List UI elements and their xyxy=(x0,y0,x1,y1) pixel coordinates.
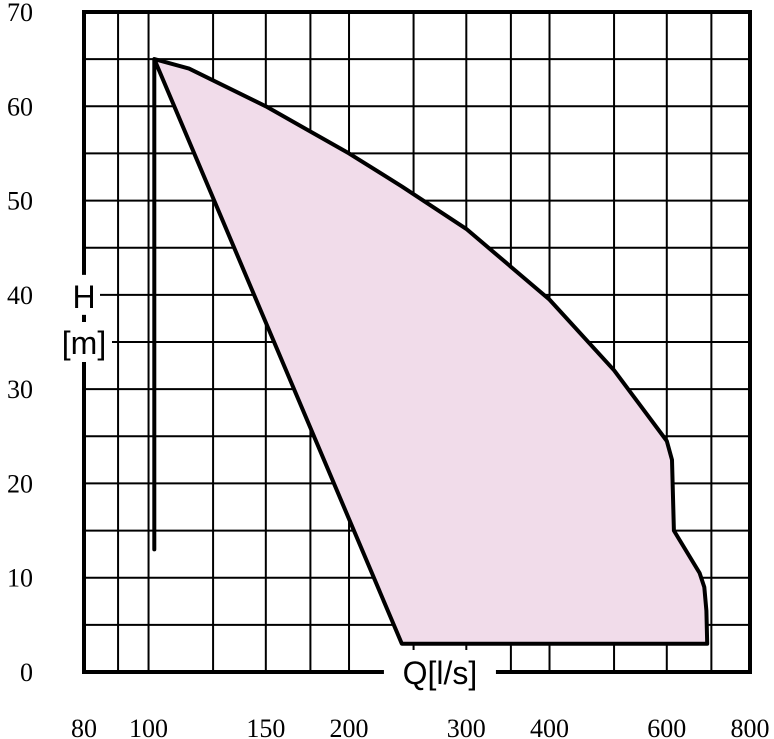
x-tick-label: 100 xyxy=(129,714,168,739)
y-tick-label: 20 xyxy=(7,469,33,498)
ylabel-background xyxy=(68,274,100,315)
y-tick-label: 60 xyxy=(7,92,33,121)
x-tick-label: 300 xyxy=(447,714,486,739)
x-tick-label: 600 xyxy=(647,714,686,739)
xlabel-background xyxy=(383,650,496,694)
y-tick-label: 50 xyxy=(7,187,33,216)
x-tick-label: 800 xyxy=(731,714,770,739)
x-tick-label: 200 xyxy=(330,714,369,739)
x-tick-label: 80 xyxy=(71,714,97,739)
operating-envelope-area xyxy=(152,57,710,646)
ylabel-background xyxy=(54,322,112,362)
y-tick-label: 70 xyxy=(7,0,33,27)
y-tick-label: 10 xyxy=(7,564,33,593)
x-tick-label: 400 xyxy=(530,714,569,739)
x-axis-title: Q[l/s] xyxy=(403,655,478,691)
y-tick-label: 30 xyxy=(7,375,33,404)
y-axis-unit: [m] xyxy=(62,325,106,361)
x-tick-label: 150 xyxy=(246,714,285,739)
y-tick-label: 40 xyxy=(7,281,33,310)
y-axis-title: H xyxy=(72,279,95,315)
y-tick-label: 0 xyxy=(20,658,33,687)
tick-labels: 80 100 150 200 300 400 600 800 0 10 20 30 40 50 60 70 xyxy=(7,0,770,739)
